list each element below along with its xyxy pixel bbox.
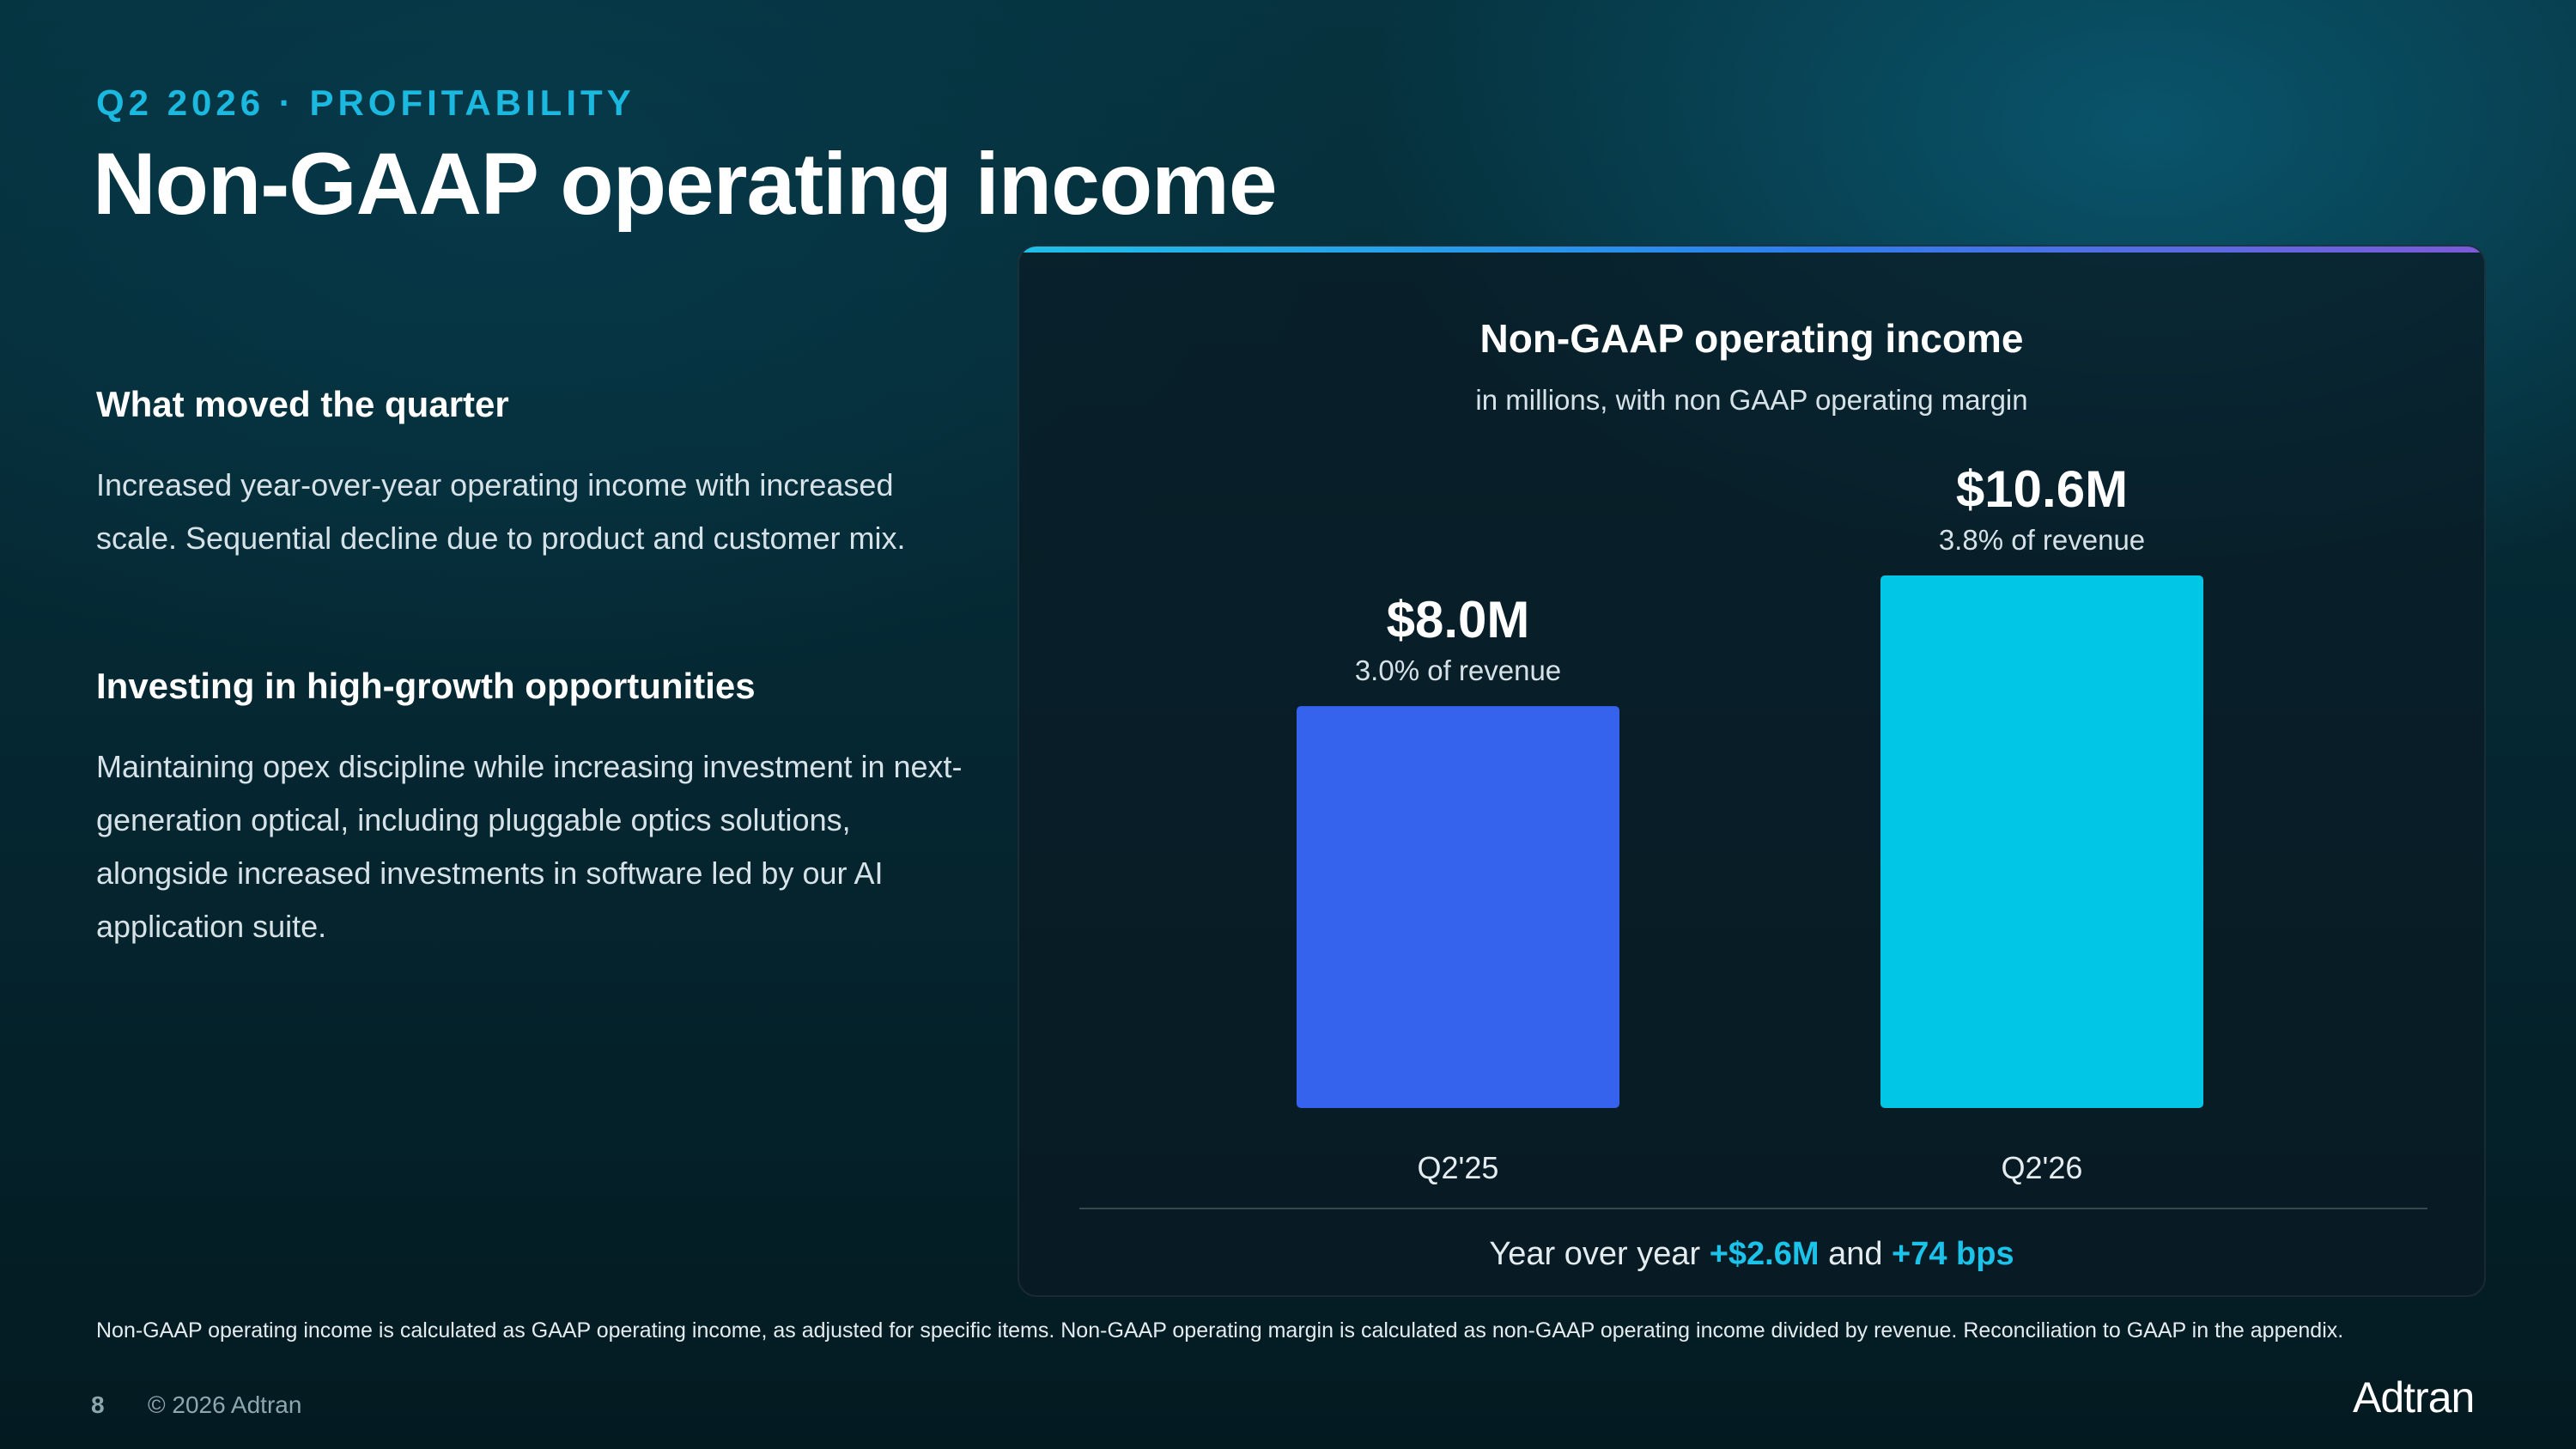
section-what-moved: What moved the quarter Increased year-ov…: [96, 383, 981, 565]
chart-title: Non-GAAP operating income: [1479, 316, 2024, 361]
section-investing: Investing in high-growth opportunities M…: [96, 665, 981, 953]
x-tick-label-0: Q2'25: [1418, 1150, 1499, 1185]
x-tick-label-1: Q2'26: [2002, 1150, 2083, 1185]
footnote: Non-GAAP operating income is calculated …: [96, 1318, 2344, 1342]
section-eyebrow: Q2 2026 · PROFITABILITY: [96, 82, 635, 123]
adtran-logo: Adtran: [2353, 1373, 2475, 1422]
bar-value-label-1: $10.6M: [1956, 460, 2128, 518]
chart-card: Non-GAAP operating income in millions, w…: [1018, 245, 2486, 1297]
section-body: Increased year-over-year operating incom…: [96, 467, 906, 557]
bar-chart: $8.0M 3.0% of revenue Q2'25 $10.6M 3.8% of r…: [1079, 460, 2427, 1209]
yoy-connector: and: [1828, 1236, 1883, 1272]
yoy-margin-change: +74 bps: [1892, 1236, 2014, 1272]
yoy-prefix: Year over year: [1489, 1236, 1701, 1272]
bar-0: [1297, 706, 1619, 1108]
card-accent-bar: [1019, 247, 2484, 253]
yoy-summary: Year over year +$2.6M and +74 bps: [1019, 1236, 2484, 1273]
yoy-value-change: +$2.6M: [1709, 1236, 1820, 1272]
bar-margin-label-0: 3.0% of revenue: [1355, 654, 1561, 686]
bar-value-label-0: $8.0M: [1387, 591, 1530, 648]
chart-subtitle: in millions, with non GAAP operating mar…: [1475, 384, 2028, 416]
page-title: Non-GAAP operating income: [93, 135, 1278, 233]
page-number: 8: [91, 1391, 105, 1418]
bar-1: [1880, 575, 2203, 1108]
section-heading: Investing in high-growth opportunities: [96, 666, 756, 706]
section-body: Maintaining opex discipline while increa…: [96, 749, 963, 945]
bar-margin-label-1: 3.8% of revenue: [1939, 524, 2145, 556]
section-heading: What moved the quarter: [96, 384, 509, 424]
copyright: © 2026 Adtran: [148, 1391, 302, 1418]
